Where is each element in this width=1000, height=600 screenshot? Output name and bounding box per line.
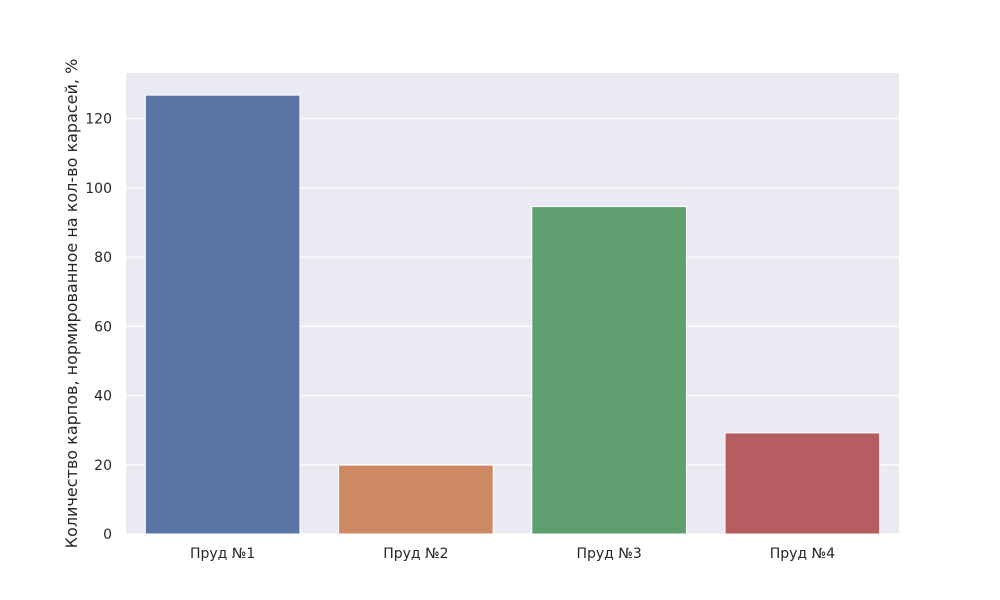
x-tick-label: Пруд №1 [190, 546, 255, 562]
y-axis-label: Количество карпов, нормированное на кол-… [62, 59, 81, 549]
y-tick-label: 20 [94, 458, 112, 474]
y-tick-label: 60 [94, 319, 112, 335]
y-tick-label: 40 [94, 389, 112, 405]
bar [144, 94, 301, 535]
bar [338, 464, 494, 535]
bars [144, 94, 881, 535]
x-tick-label: Пруд №3 [576, 546, 641, 562]
x-tick-label: Пруд №2 [383, 546, 448, 562]
y-axis-ticks: 0 20 40 60 80 100 120 [85, 112, 112, 543]
y-tick-label: 120 [85, 112, 112, 128]
y-tick-label: 100 [85, 181, 112, 197]
bar [531, 206, 687, 535]
y-tick-label: 80 [94, 250, 112, 266]
bar [724, 432, 881, 535]
x-axis-ticks: Пруд №1 Пруд №2 Пруд №3 Пруд №4 [190, 546, 835, 562]
y-tick-label: 0 [103, 527, 112, 543]
x-tick-label: Пруд №4 [770, 546, 835, 562]
